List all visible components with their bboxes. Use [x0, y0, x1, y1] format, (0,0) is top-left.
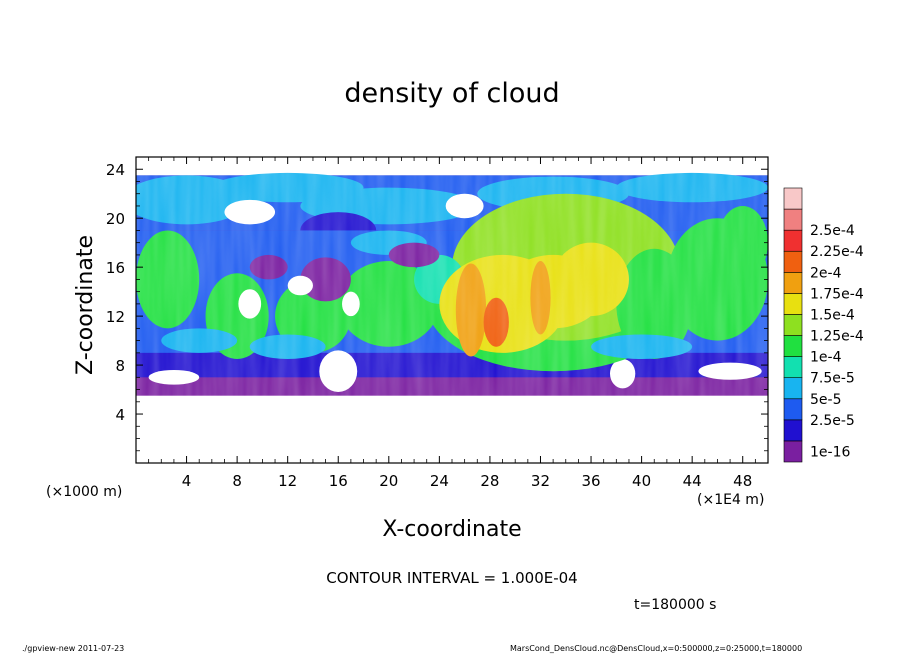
x-tick-label: 4 — [182, 472, 192, 490]
colorbar-label: 1.25e-4 — [810, 329, 864, 345]
y-axis: 4 8 12 16 20 24 — [106, 161, 768, 452]
colorbar-swatch — [783, 335, 803, 357]
heatmap-field — [136, 157, 768, 463]
colorbar-swatch — [783, 293, 803, 315]
y-axis-label: Z-coordinate — [73, 235, 98, 375]
colorbar-label: 2e-4 — [810, 265, 842, 281]
x-tick-label: 12 — [278, 472, 297, 490]
colorbar-swatch — [783, 250, 803, 273]
y-tick-label: 8 — [115, 357, 125, 375]
contour-interval: CONTOUR INTERVAL = 1.000E-04 — [326, 569, 577, 587]
colorbar-label: 1.5e-4 — [810, 307, 855, 323]
colorbar-swatch — [783, 440, 803, 463]
colorbar-swatch — [783, 208, 803, 231]
colorbar-swatch — [783, 272, 803, 294]
y-tick-label: 20 — [106, 210, 125, 228]
colorbar-label: 1e-4 — [810, 350, 842, 366]
colorbar-swatch — [783, 377, 803, 400]
x-tick-label: 20 — [379, 472, 398, 490]
colorbar-swatch — [783, 419, 803, 442]
x-axis: 4 8 12 16 20 24 28 32 36 40 44 48 — [148, 157, 756, 490]
colorbar-swatch — [783, 314, 803, 336]
colorbar-swatch — [783, 187, 803, 210]
x-tick-label: 16 — [329, 472, 348, 490]
x-tick-label: 48 — [733, 472, 752, 490]
colorbar: 1e-16 2.5e-5 5e-5 7.5e-5 1e-4 1.25e-4 1.5e-4 1.… — [783, 187, 864, 463]
time-label: t=180000 s — [634, 597, 716, 613]
colorbar-swatch — [783, 398, 803, 421]
footer-source: MarsCond_DensCloud.nc@DensCloud,x=0:5000… — [510, 644, 802, 653]
x-tick-label: 8 — [232, 472, 242, 490]
x-axis-label: X-coordinate — [382, 517, 521, 542]
chart-title: density of cloud — [344, 78, 559, 109]
colorbar-swatch — [783, 229, 803, 252]
x-tick-label: 32 — [531, 472, 550, 490]
y-tick-label: 12 — [106, 308, 125, 326]
y-tick-label: 16 — [106, 259, 125, 277]
footer-program: ./gpview-new 2011-07-23 — [22, 644, 124, 653]
y-tick-label: 24 — [106, 161, 125, 179]
colorbar-label: 2.5e-5 — [810, 413, 855, 429]
x-tick-label: 44 — [683, 472, 702, 490]
x-tick-label: 24 — [430, 472, 449, 490]
x-tick-label: 40 — [632, 472, 651, 490]
x-unit-label: (×1E4 m) — [697, 492, 764, 508]
x-tick-label: 28 — [480, 472, 499, 490]
colorbar-label: 7.5e-5 — [810, 371, 855, 387]
colorbar-label: 2.5e-4 — [810, 223, 855, 239]
y-unit-label: (×1000 m) — [46, 484, 122, 500]
colorbar-swatch — [783, 356, 803, 378]
colorbar-label: 1.75e-4 — [810, 286, 864, 302]
colorbar-label: 5e-5 — [810, 392, 841, 408]
x-tick-label: 36 — [581, 472, 600, 490]
colorbar-label: 2.25e-4 — [810, 244, 864, 260]
y-tick-label: 4 — [115, 406, 125, 424]
colorbar-label: 1e-16 — [810, 444, 850, 460]
